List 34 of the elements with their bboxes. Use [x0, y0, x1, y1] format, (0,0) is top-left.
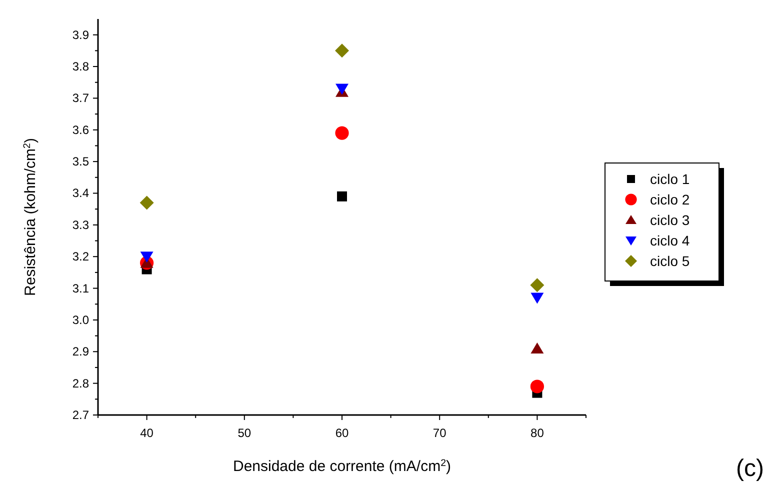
point: [140, 196, 154, 210]
y-tick-label: 2.8: [72, 376, 90, 390]
y-tick-label: 2.7: [72, 408, 90, 422]
y-tick-label: 3.2: [72, 250, 90, 264]
point: [337, 191, 347, 202]
y-tick-label: 3.7: [72, 91, 90, 106]
point: [335, 126, 349, 140]
y-tick-label: 3.0: [72, 312, 90, 327]
point: [335, 44, 349, 58]
point: [530, 292, 544, 304]
y-tick-label: 3.8: [72, 60, 90, 74]
point: [530, 342, 544, 354]
legend-label: ciclo 4: [650, 232, 690, 248]
legend-label: ciclo 1: [650, 171, 690, 187]
y-tick-label: 3.6: [72, 122, 90, 137]
y-tick-label: 3.9: [72, 28, 90, 42]
y-tick-label: 3.1: [72, 281, 90, 296]
legend-label: ciclo 5: [650, 253, 690, 269]
y-tick-label: 2.9: [72, 344, 90, 359]
x-axis-title: Densidade de corrente (mA/cm$^{2}$): [232, 458, 452, 475]
y-tick-label: 3.4: [72, 186, 90, 200]
y-tick-label: 3.5: [72, 154, 90, 169]
x-tick-label: 50: [238, 426, 252, 440]
x-tick-label: 70: [432, 426, 447, 440]
legend-label: ciclo 3: [650, 212, 690, 228]
x-tick-label: 60: [335, 426, 349, 440]
point: [530, 278, 544, 292]
x-tick-label: 80: [530, 426, 544, 440]
x-tick-label: 40: [140, 426, 154, 440]
legend-label: ciclo 2: [650, 192, 690, 208]
text: (c): [736, 455, 764, 482]
y-tick-label: 3.3: [72, 218, 90, 232]
point: [530, 380, 544, 394]
point: [140, 252, 154, 263]
